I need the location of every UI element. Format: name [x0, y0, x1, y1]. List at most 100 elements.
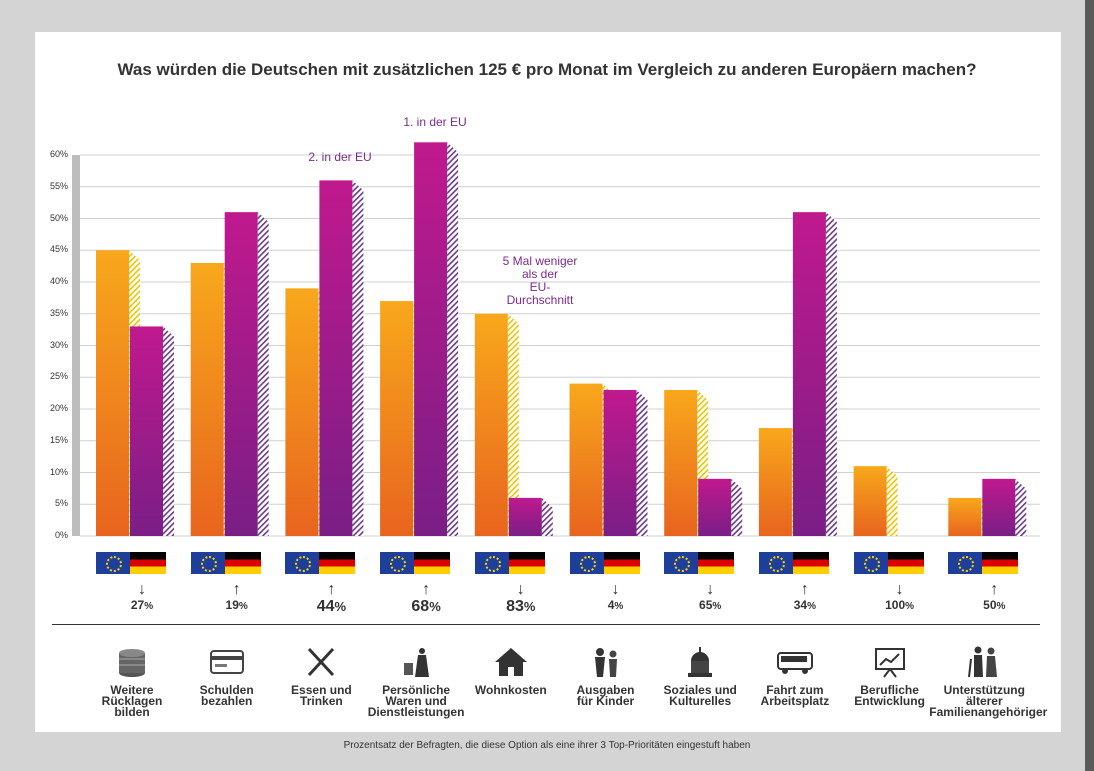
change-unit: % — [614, 601, 624, 612]
bar-de-side — [447, 142, 459, 537]
credit-card-icon — [207, 645, 247, 679]
change-indicator: ↑ 68% — [386, 582, 466, 616]
bar-de — [319, 180, 353, 536]
bar-de-side — [163, 326, 174, 536]
chart-title: Was würden die Deutschen mit zusätzliche… — [117, 60, 977, 79]
category-label-line: Unterstützung — [943, 683, 1025, 697]
bar-eu — [380, 301, 414, 536]
change-indicator: ↓ 27% — [102, 582, 182, 613]
category-label-line: Schulden — [199, 683, 254, 697]
flag-pair — [96, 552, 166, 574]
bus-icon — [775, 645, 815, 679]
elderly-icon — [964, 645, 1004, 679]
flag-pair — [758, 552, 829, 574]
bar-de-side — [541, 497, 553, 536]
y-tick-label: 25% — [49, 371, 68, 382]
change-unit: % — [712, 601, 722, 612]
change-value: 27% — [102, 598, 182, 612]
change-indicator: ↓ 4% — [576, 581, 656, 613]
change-indicator: ↑ 19% — [197, 581, 277, 613]
footer-note: Prozentsatz der Befragten, die diese Opt… — [343, 740, 751, 751]
change-number: 4 — [607, 598, 615, 612]
change-number: 44 — [316, 598, 335, 615]
change-number: 19 — [225, 598, 239, 612]
eu-flag-icon — [853, 552, 888, 574]
change-value: 83% — [481, 598, 561, 616]
category-label-line: Soziales und — [663, 683, 737, 697]
bar-de — [982, 478, 1016, 536]
germany-flag-icon — [603, 552, 640, 574]
change-unit: % — [905, 601, 915, 612]
bar-de — [130, 326, 163, 536]
flag-pair — [664, 552, 735, 574]
change-number: 34 — [793, 598, 808, 612]
children-icon — [586, 645, 626, 679]
eu-flag-icon — [474, 552, 509, 574]
category-label-line: Rücklagen — [101, 694, 163, 708]
change-value: 4% — [576, 598, 656, 612]
germany-flag-icon — [130, 552, 166, 574]
germany-flag-icon — [792, 552, 829, 574]
bar-de — [698, 478, 732, 536]
change-indicator: ↓ 83% — [481, 582, 561, 616]
change-indicator: ↑ 50% — [954, 581, 1034, 613]
eu-flag-icon — [758, 552, 793, 574]
change-indicator: ↓ 100% — [860, 582, 940, 613]
bar-eu-side — [886, 466, 898, 536]
bar-de — [224, 212, 258, 536]
change-unit: % — [334, 599, 347, 614]
germany-flag-icon — [224, 552, 261, 574]
building-icon — [680, 645, 720, 679]
change-value: 19% — [197, 598, 277, 612]
eu-flag-icon — [96, 552, 130, 574]
y-tick-label: 5% — [54, 498, 68, 509]
y-tick-label: 30% — [49, 339, 68, 350]
category-label-line: Wohnkosten — [474, 683, 547, 697]
bar-de — [508, 497, 542, 536]
y-tick-label: 35% — [49, 307, 68, 318]
bar-eu — [285, 288, 319, 536]
category-label: Persönliche Waren und Dienstleistungen — [361, 645, 471, 718]
bar-de-side — [257, 212, 269, 536]
annotation-line: 5 Mal weniger — [502, 254, 578, 268]
bar-eu — [948, 497, 982, 536]
arrow-up-icon: ↑ — [232, 581, 241, 598]
change-number: 68 — [411, 598, 430, 615]
category-label-line: Dienstleistungen — [367, 705, 465, 719]
eu-flag-icon — [664, 552, 699, 574]
bar-de-side — [636, 389, 648, 536]
category-label-line: Berufliche — [860, 683, 919, 697]
change-number: 27 — [130, 598, 145, 612]
category-label-line: Waren und — [385, 694, 447, 708]
change-unit: % — [429, 599, 441, 614]
category-label: Schulden bezahlen — [172, 645, 282, 707]
flag-pair — [569, 552, 640, 574]
flag-pair — [380, 552, 451, 574]
arrow-down-icon: ↓ — [611, 581, 620, 598]
y-tick-label: 15% — [49, 434, 68, 445]
category-label: Berufliche Entwicklung — [835, 645, 945, 707]
annotation-line: EU- — [529, 280, 551, 294]
flag-pair — [853, 552, 924, 574]
flag-pair — [190, 552, 261, 574]
change-value: 68% — [386, 598, 466, 616]
divider-line — [52, 624, 1040, 625]
bar-de — [414, 142, 448, 537]
germany-flag-icon — [887, 552, 924, 574]
category-label-line: Arbeitsplatz — [760, 694, 830, 708]
y-tick-label: 20% — [49, 403, 68, 413]
annotation-line: Durchschnitt — [506, 293, 574, 307]
eu-flag-icon — [380, 552, 415, 574]
change-indicator: ↑ 34% — [765, 582, 845, 613]
bar-de-side — [731, 478, 743, 536]
eu-flag-icon — [569, 552, 604, 574]
category-label-line: Kulturelles — [669, 694, 732, 708]
arrow-down-icon: ↓ — [706, 581, 715, 598]
presentation-icon — [870, 645, 910, 679]
annotation-second-eu: 2. in der EU — [308, 150, 372, 164]
arrow-up-icon: ↑ — [990, 581, 999, 598]
change-value: 34% — [765, 598, 845, 612]
arrow-up-icon: ↑ — [327, 581, 336, 598]
bar-eu-side — [507, 313, 519, 536]
category-label: Wohnkosten — [456, 645, 566, 696]
